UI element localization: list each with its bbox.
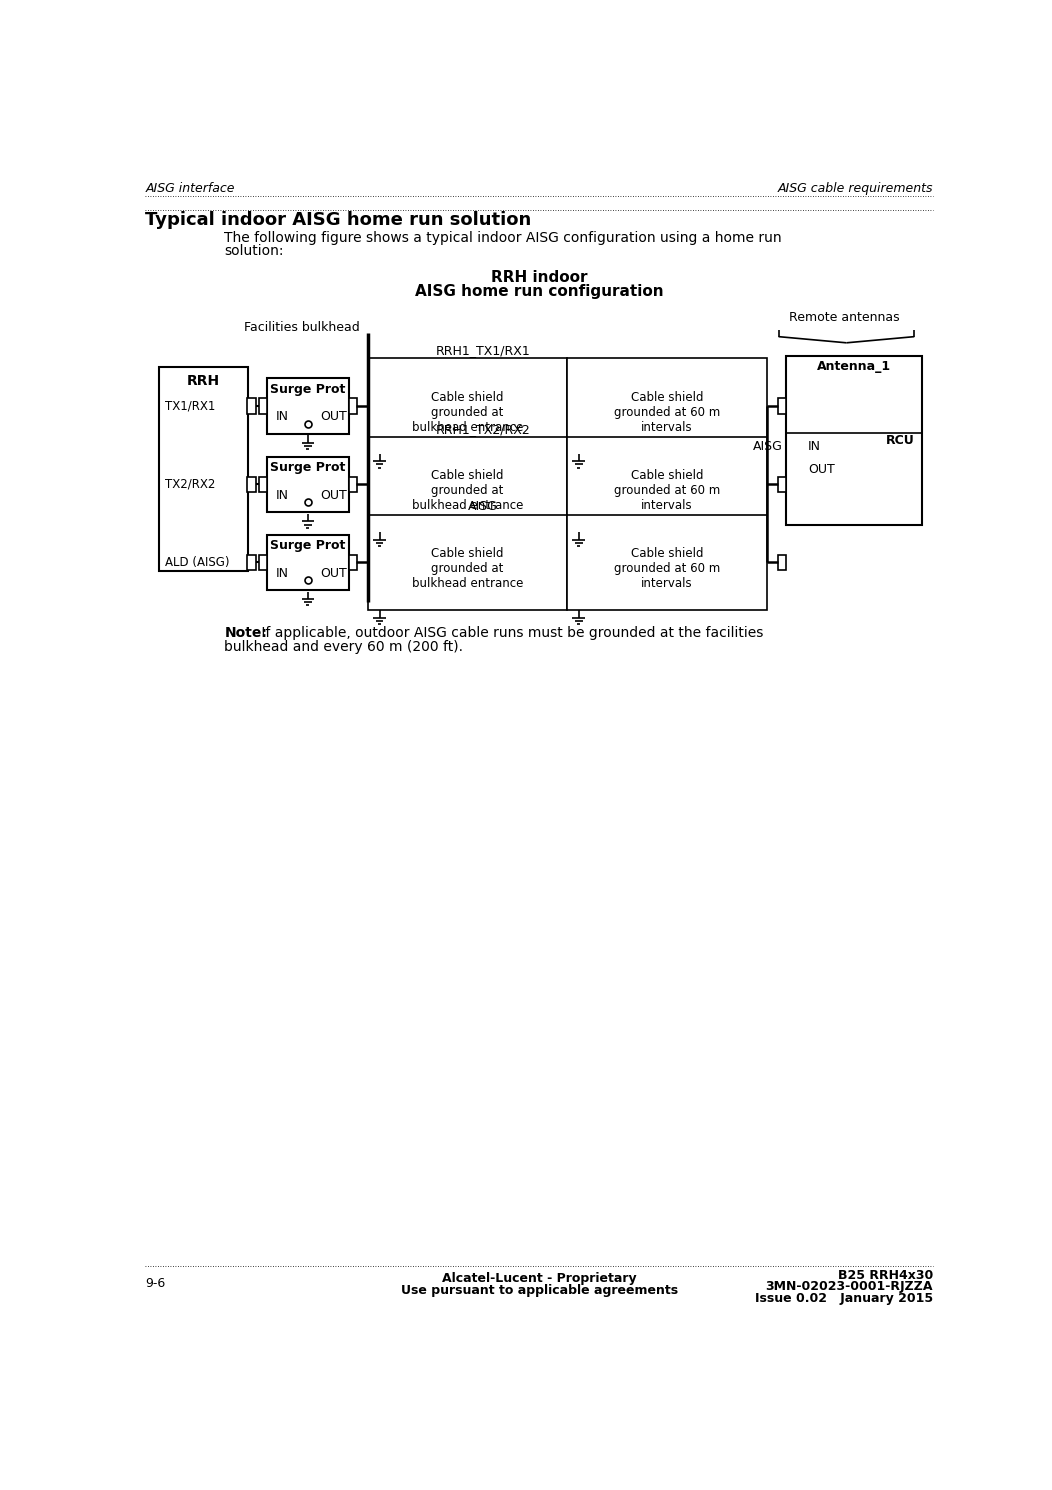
Bar bbox=[777, 477, 787, 492]
Bar bbox=[259, 398, 267, 414]
Bar bbox=[159, 368, 248, 572]
Text: The following figure shows a typical indoor AISG configuration using a home run: The following figure shows a typical ind… bbox=[224, 231, 782, 244]
Bar bbox=[259, 554, 267, 571]
Text: RRH1_TX2/RX2: RRH1_TX2/RX2 bbox=[436, 423, 530, 435]
Text: ALD (AISG): ALD (AISG) bbox=[165, 556, 229, 569]
Text: Typical indoor AISG home run solution: Typical indoor AISG home run solution bbox=[145, 210, 531, 228]
Text: RRH: RRH bbox=[186, 374, 220, 387]
Bar bbox=[348, 477, 357, 492]
Text: IN: IN bbox=[808, 440, 821, 453]
Text: AISG interface: AISG interface bbox=[145, 182, 235, 195]
Text: Remote antennas: Remote antennas bbox=[789, 311, 899, 323]
Text: OUT: OUT bbox=[321, 566, 347, 580]
Bar bbox=[247, 477, 256, 492]
Text: B25 RRH4x30: B25 RRH4x30 bbox=[837, 1269, 933, 1281]
Bar bbox=[247, 554, 256, 571]
Text: IN: IN bbox=[276, 566, 288, 580]
Text: If applicable, outdoor AISG cable runs must be grounded at the facilities: If applicable, outdoor AISG cable runs m… bbox=[257, 626, 764, 641]
Bar bbox=[267, 457, 348, 513]
Text: Facilities bulkhead: Facilities bulkhead bbox=[244, 320, 360, 334]
Text: Cable shield
grounded at
bulkhead entrance: Cable shield grounded at bulkhead entran… bbox=[411, 469, 523, 513]
Text: Alcatel-Lucent - Proprietary: Alcatel-Lucent - Proprietary bbox=[442, 1272, 636, 1284]
Text: TX1/RX1: TX1/RX1 bbox=[165, 399, 216, 413]
Text: solution:: solution: bbox=[224, 244, 284, 258]
Text: Cable shield
grounded at 60 m
intervals: Cable shield grounded at 60 m intervals bbox=[614, 390, 721, 434]
Text: OUT: OUT bbox=[321, 489, 347, 502]
Text: OUT: OUT bbox=[321, 410, 347, 423]
Text: Cable shield
grounded at
bulkhead entrance: Cable shield grounded at bulkhead entran… bbox=[411, 547, 523, 590]
Bar bbox=[567, 437, 767, 532]
Text: TX2/RX2: TX2/RX2 bbox=[165, 478, 216, 492]
Text: Issue 0.02   January 2015: Issue 0.02 January 2015 bbox=[754, 1292, 933, 1305]
Text: Surge Prot: Surge Prot bbox=[270, 383, 345, 395]
Text: Cable shield
grounded at
bulkhead entrance: Cable shield grounded at bulkhead entran… bbox=[411, 390, 523, 434]
Bar bbox=[267, 535, 348, 590]
Text: AISG: AISG bbox=[752, 440, 783, 453]
Text: Cable shield
grounded at 60 m
intervals: Cable shield grounded at 60 m intervals bbox=[614, 547, 721, 590]
Bar bbox=[777, 398, 787, 414]
Bar bbox=[368, 437, 567, 532]
Text: IN: IN bbox=[276, 489, 288, 502]
Bar bbox=[267, 378, 348, 434]
Text: Cable shield
grounded at 60 m
intervals: Cable shield grounded at 60 m intervals bbox=[614, 469, 721, 513]
Text: AISG cable requirements: AISG cable requirements bbox=[777, 182, 933, 195]
Bar bbox=[777, 554, 787, 571]
Text: 3MN-02023-0001-RJZZA: 3MN-02023-0001-RJZZA bbox=[766, 1280, 933, 1293]
Text: 9-6: 9-6 bbox=[145, 1277, 166, 1290]
Text: Note:: Note: bbox=[224, 626, 267, 641]
Bar bbox=[567, 358, 767, 453]
Text: Surge Prot: Surge Prot bbox=[270, 539, 345, 551]
Text: Use pursuant to applicable agreements: Use pursuant to applicable agreements bbox=[401, 1284, 677, 1298]
Bar bbox=[247, 398, 256, 414]
Bar bbox=[567, 514, 767, 609]
Text: RRH1_TX1/RX1: RRH1_TX1/RX1 bbox=[436, 344, 530, 358]
Bar bbox=[368, 514, 567, 609]
Text: IN: IN bbox=[276, 410, 288, 423]
Text: AISG: AISG bbox=[468, 501, 498, 514]
Text: OUT: OUT bbox=[808, 463, 835, 477]
Text: RCU: RCU bbox=[886, 434, 914, 447]
Bar bbox=[259, 477, 267, 492]
Bar bbox=[348, 554, 357, 571]
Bar bbox=[368, 358, 567, 453]
Text: AISG home run configuration: AISG home run configuration bbox=[414, 283, 664, 298]
Text: RRH indoor: RRH indoor bbox=[491, 270, 587, 285]
Bar bbox=[787, 356, 922, 526]
Bar bbox=[348, 398, 357, 414]
Text: Antenna_1: Antenna_1 bbox=[817, 361, 891, 372]
Text: bulkhead and every 60 m (200 ft).: bulkhead and every 60 m (200 ft). bbox=[224, 641, 464, 654]
Text: Surge Prot: Surge Prot bbox=[270, 460, 345, 474]
